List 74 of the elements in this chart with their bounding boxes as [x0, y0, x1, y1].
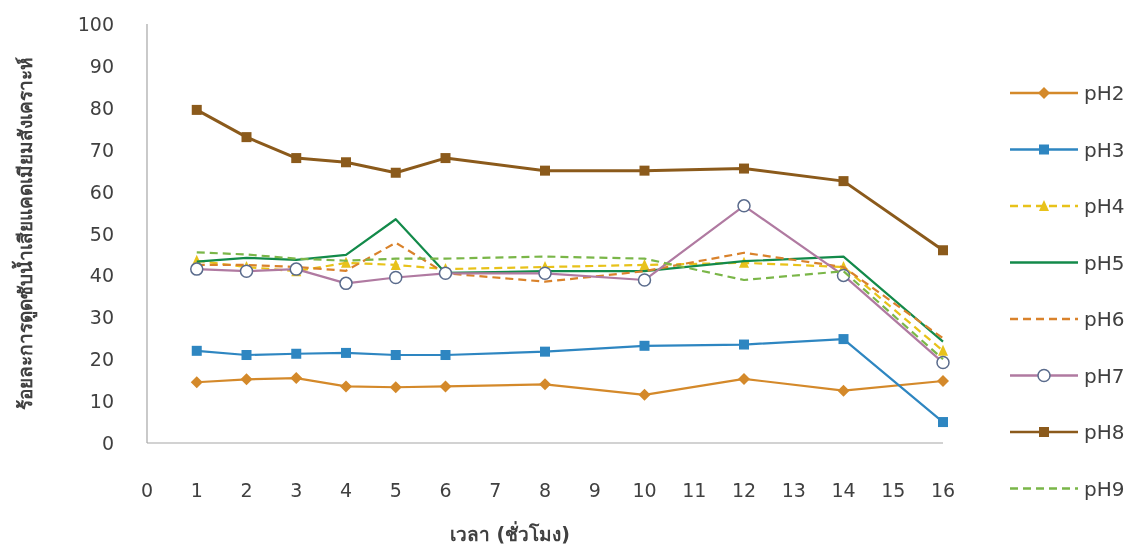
point [390, 350, 401, 361]
point [739, 163, 749, 174]
point [638, 388, 651, 401]
x-tick-label: 6 [439, 479, 452, 501]
point [739, 339, 749, 350]
legend-label: pH5 [1084, 250, 1125, 275]
y-tick-label: 60 [89, 180, 114, 203]
point [341, 347, 351, 358]
point [838, 176, 849, 187]
point [241, 132, 252, 143]
point [440, 153, 451, 164]
x-tick-label: 9 [588, 479, 601, 501]
x-tick-label: 5 [389, 479, 402, 501]
legend-label: pH2 [1084, 81, 1125, 105]
x-tick-label: 1 [190, 479, 203, 501]
y-axis-title: ร้อยละการดูดซับน้ำเสียแคดเมียมสังเคราะห์ [11, 57, 38, 410]
x-tick-label: 14 [831, 479, 856, 501]
point [738, 372, 750, 385]
point [937, 374, 949, 387]
point [191, 345, 202, 356]
point [938, 417, 948, 428]
x-tick-label: 10 [632, 479, 657, 501]
x-tick-label: 2 [240, 479, 253, 501]
y-tick-label: 80 [89, 96, 114, 119]
x-tick-label: 7 [489, 479, 502, 501]
legend-label: pH8 [1084, 420, 1125, 444]
legend-label: pH4 [1084, 194, 1125, 218]
point [341, 157, 351, 168]
point [291, 348, 302, 359]
point [938, 245, 948, 256]
point [291, 153, 302, 164]
point [639, 258, 650, 270]
x-tick-label: 0 [140, 479, 154, 501]
y-tick-label: 90 [89, 54, 114, 77]
legend-label: pH6 [1084, 307, 1125, 331]
point [390, 167, 401, 178]
y-tick-label: 70 [89, 138, 114, 161]
point [290, 372, 303, 385]
point [390, 258, 401, 270]
x-tick-label: 15 [881, 479, 906, 501]
x-tick-label: 13 [781, 479, 806, 501]
point [389, 381, 402, 394]
point [540, 346, 550, 357]
point [191, 104, 202, 115]
legend-label: pH3 [1084, 137, 1125, 162]
point [639, 340, 650, 351]
point [540, 165, 550, 176]
legend-label: pH7 [1084, 363, 1125, 388]
y-tick-label: 100 [77, 13, 114, 35]
y-tick-label: 10 [89, 390, 114, 413]
legend-label: pH9 [1084, 476, 1125, 501]
point [241, 350, 252, 361]
point [938, 344, 948, 356]
point [340, 380, 352, 393]
point [240, 373, 253, 386]
point [190, 376, 203, 389]
x-tick-label: 4 [339, 479, 353, 501]
point [838, 334, 849, 345]
x-tick-label: 11 [682, 479, 707, 501]
point [539, 378, 551, 391]
y-tick-label: 0 [101, 432, 114, 454]
x-tick-label: 16 [930, 479, 956, 501]
x-tick-label: 12 [731, 479, 757, 501]
x-tick-label: 3 [290, 479, 303, 501]
x-tick-label: 8 [538, 479, 552, 501]
point [439, 380, 452, 393]
y-tick-label: 20 [89, 348, 114, 371]
x-axis-title: เวลา (ชั่วโมง) [450, 521, 570, 545]
point [639, 165, 650, 176]
point [837, 384, 850, 397]
point [440, 350, 451, 361]
y-tick-label: 40 [89, 264, 114, 287]
y-tick-label: 30 [89, 306, 114, 329]
y-tick-label: 50 [89, 222, 114, 245]
